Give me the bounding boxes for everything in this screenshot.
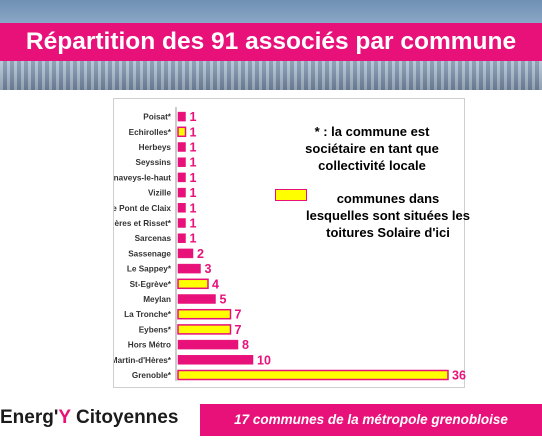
brand-logo: Energ'Y Citoyennes	[0, 407, 178, 429]
category-label: Le Sappey*	[127, 265, 172, 274]
bar	[177, 278, 209, 290]
category-label: Varces Allières et Risset*	[114, 219, 172, 228]
data-label: 1	[190, 110, 197, 124]
header-banner: Répartition des 91 associés par commune	[0, 0, 542, 90]
data-label: 36	[452, 369, 466, 383]
data-label: 1	[190, 232, 197, 246]
category-label: Le Pont de Claix	[114, 204, 171, 213]
category-label: Grenoble*	[132, 371, 172, 380]
brand-part3: Citoyennes	[70, 407, 179, 428]
footer-tagline: 17 communes de la métropole grenobloise	[200, 404, 542, 436]
chart-panel: Poisat* 1 Echirolles* 1 Herbeys 1 Seyssins 1 Vau…	[113, 98, 470, 388]
bar-chart: Poisat* 1 Echirolles* 1 Herbeys 1 Seyssins 1 Vau…	[114, 107, 466, 383]
category-label: Poisat*	[143, 113, 172, 122]
bar	[177, 248, 194, 259]
note-text: * : la commune est sociétaire en tant qu…	[305, 124, 439, 173]
category-label: St-Egrève*	[130, 280, 172, 289]
category-label: Hors Métro	[128, 341, 171, 350]
bar	[177, 142, 186, 152]
data-label: 1	[190, 141, 197, 155]
data-label: 4	[212, 277, 219, 291]
category-label: Sarcenas	[135, 234, 172, 243]
bar	[177, 203, 186, 213]
category-label: Sassenage	[128, 249, 171, 258]
category-label: St-Martin-d'Hères*	[114, 356, 172, 365]
brand-part1: Energ'	[0, 407, 59, 428]
data-label: 7	[235, 323, 242, 337]
bar	[177, 263, 201, 274]
bar	[177, 339, 239, 350]
bar	[177, 324, 232, 335]
legend-label: communes dans lesquelles sont situées le…	[305, 191, 471, 240]
category-label: Herbeys	[139, 143, 172, 152]
bar	[177, 233, 186, 243]
bar	[177, 126, 187, 138]
category-label: Echirolles*	[129, 128, 172, 137]
data-label: 1	[190, 217, 197, 231]
data-label: 8	[242, 338, 249, 352]
bar	[177, 218, 186, 228]
legend-swatch	[275, 189, 307, 201]
bar	[177, 157, 186, 167]
data-label: 1	[190, 201, 197, 215]
data-label: 2	[197, 247, 204, 261]
banner-landscape	[0, 58, 542, 90]
footer: Energ'Y Citoyennes 17 communes de la mét…	[0, 400, 542, 442]
data-label: 1	[190, 186, 197, 200]
data-label: 10	[257, 353, 271, 367]
bar	[177, 172, 186, 183]
category-label: Vaulnaveys-le-haut	[114, 173, 171, 182]
data-label: 3	[205, 262, 212, 276]
data-label: 7	[235, 308, 242, 322]
data-label: 1	[190, 156, 197, 170]
bar	[177, 187, 186, 198]
category-label: La Tronche*	[124, 310, 172, 319]
bar	[177, 308, 232, 320]
category-label: Eybens*	[139, 325, 172, 334]
data-label: 5	[220, 293, 227, 307]
bar	[177, 111, 186, 122]
page-title: Répartition des 91 associés par commune	[0, 23, 542, 61]
bar	[177, 294, 216, 304]
data-label: 1	[190, 125, 197, 139]
category-label: Seyssins	[135, 158, 171, 167]
bar	[177, 369, 449, 381]
data-label: 1	[190, 171, 197, 185]
bar	[177, 355, 254, 365]
category-label: Vizille	[148, 189, 172, 198]
category-label: Meylan	[143, 295, 171, 304]
brand-part2: Y	[58, 407, 71, 428]
